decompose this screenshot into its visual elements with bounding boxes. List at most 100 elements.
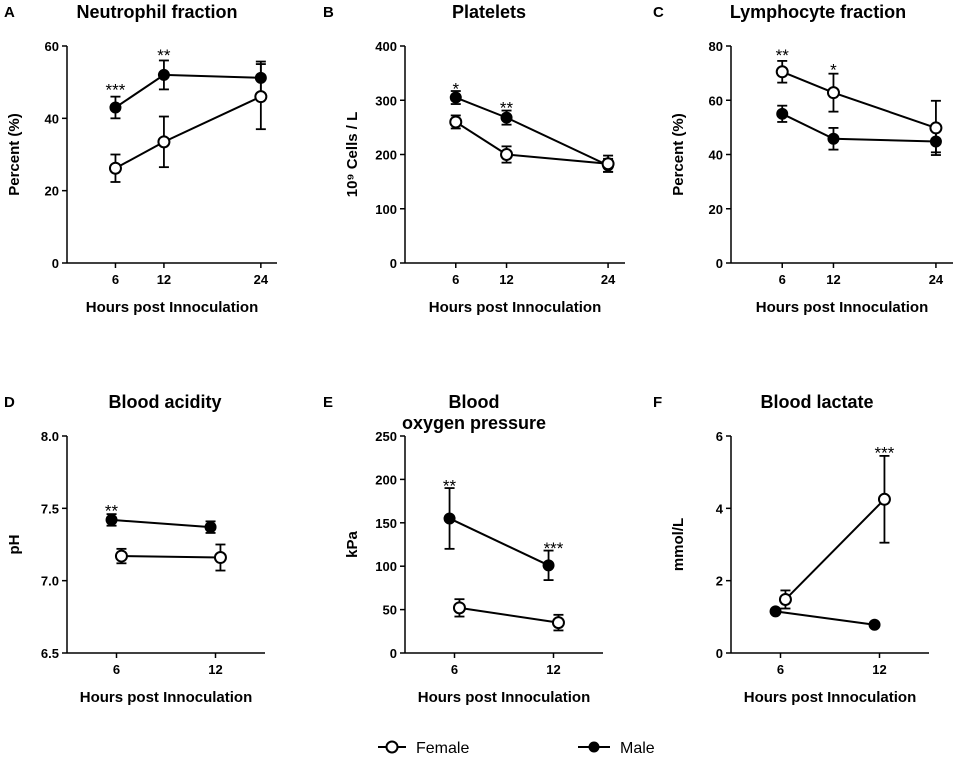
x-axis-title: Hours post Innoculation (756, 299, 929, 316)
y-axis-title: 10⁹ Cells / L (344, 112, 361, 198)
chart-panel-f: F Blood lactate 0 2 4 6 6 12 Hours post Innocula… (653, 392, 929, 706)
series-line-male (449, 517, 549, 567)
legend: Female Male (378, 740, 655, 757)
legend-female-label: Female (416, 740, 469, 757)
x-tick-label: 6 (452, 272, 459, 287)
panel-letter: D (4, 394, 15, 411)
chart-panel-b: B Platelets 0 100 200 300 400 6 12 24 Hours post I… (323, 2, 625, 316)
y-tick-label: 7.0 (41, 574, 59, 589)
y-tick-label: 80 (709, 39, 723, 54)
y-tick-label: 0 (390, 256, 397, 271)
x-tick-label: 6 (777, 662, 784, 677)
chart-panel-d: D Blood acidity 6.5 7.0 7.5 8.0 6 12 Hours post … (4, 392, 265, 706)
panel-letter: E (323, 394, 333, 411)
data-point-male (769, 605, 782, 618)
data-point-male (204, 521, 217, 534)
significance-label: *** (875, 443, 895, 462)
y-axis-title: kPa (344, 531, 361, 558)
y-tick-label: 400 (375, 39, 397, 54)
data-point-male (500, 111, 513, 124)
data-point-male (157, 68, 170, 81)
x-axis-title: Hours post Innoculation (744, 689, 917, 706)
data-point-female (551, 616, 565, 630)
x-tick-label: 12 (208, 662, 222, 677)
significance-label: * (452, 80, 459, 99)
data-point-female (778, 592, 792, 606)
data-point-female (452, 601, 466, 615)
y-tick-label: 200 (375, 148, 397, 163)
y-tick-label: 20 (45, 184, 59, 199)
x-axis-title: Hours post Innoculation (86, 299, 259, 316)
x-tick-label: 24 (254, 272, 269, 287)
chart-title-line: oxygen pressure (402, 413, 546, 433)
legend-male-label: Male (620, 740, 655, 757)
y-tick-label: 60 (709, 93, 723, 108)
y-tick-label: 200 (375, 472, 397, 487)
y-tick-label: 300 (375, 93, 397, 108)
data-point-female (601, 157, 615, 171)
chart-title: Neutrophil fraction (77, 2, 238, 22)
data-point-female (213, 551, 227, 565)
data-point-female (500, 148, 514, 161)
x-tick-label: 12 (826, 272, 840, 287)
series-line-male (455, 96, 609, 167)
y-tick-label: 7.5 (41, 501, 59, 516)
chart-title: Lymphocyte fraction (730, 2, 906, 22)
chart-title-line: Blood (449, 392, 500, 412)
data-point-male (449, 91, 462, 104)
y-axis-title: Percent (%) (670, 113, 687, 196)
y-tick-label: 0 (716, 646, 723, 661)
x-tick-label: 12 (872, 662, 886, 677)
data-point-female (929, 121, 943, 135)
significance-label: * (830, 61, 837, 80)
data-point-female (254, 90, 268, 104)
data-point-female (775, 65, 789, 79)
y-tick-label: 6.5 (41, 646, 59, 661)
series-line-female (781, 70, 937, 129)
series-line-female (459, 606, 559, 624)
data-point-male (542, 559, 555, 572)
y-tick-label: 100 (375, 202, 397, 217)
data-point-male (868, 618, 881, 631)
data-point-female (108, 161, 122, 175)
series-line-male (111, 518, 211, 529)
x-tick-label: 6 (451, 662, 458, 677)
y-tick-label: 60 (45, 39, 59, 54)
significance-label: ** (105, 501, 119, 520)
data-point-male (105, 513, 118, 526)
y-axis-title: mmol/L (670, 518, 687, 571)
panel-letter: B (323, 4, 334, 21)
x-axis-title: Hours post Innoculation (418, 689, 591, 706)
chart-panel-a: A Neutrophil fraction 0 20 40 60 6 12 24 Hours po… (4, 2, 277, 316)
y-axis-title: pH (6, 535, 23, 555)
y-tick-label: 50 (383, 603, 397, 618)
y-tick-label: 0 (52, 256, 59, 271)
data-point-male (109, 101, 122, 114)
y-tick-label: 4 (716, 501, 724, 516)
x-tick-label: 12 (546, 662, 560, 677)
panel-letter: F (653, 394, 662, 411)
series-line-female (455, 121, 609, 165)
x-tick-label: 6 (112, 272, 119, 287)
data-point-female (826, 86, 840, 100)
x-axis-title: Hours post Innoculation (429, 299, 602, 316)
significance-label: ** (500, 99, 514, 118)
y-tick-label: 8.0 (41, 429, 59, 444)
y-tick-label: 100 (375, 559, 397, 574)
series-line-female (121, 555, 221, 559)
panel-letter: C (653, 4, 664, 21)
series-line-male (114, 73, 261, 109)
y-tick-label: 150 (375, 516, 397, 531)
data-point-female (877, 492, 891, 506)
y-tick-label: 250 (375, 429, 397, 444)
data-point-female (449, 115, 463, 129)
chart-title: Platelets (452, 2, 526, 22)
series-line-female (784, 498, 886, 601)
x-tick-label: 12 (157, 272, 171, 287)
data-point-female (114, 549, 128, 563)
y-tick-label: 20 (709, 202, 723, 217)
x-tick-label: 24 (601, 272, 616, 287)
data-point-male (443, 512, 456, 525)
chart-title: Blood lactate (760, 392, 873, 412)
